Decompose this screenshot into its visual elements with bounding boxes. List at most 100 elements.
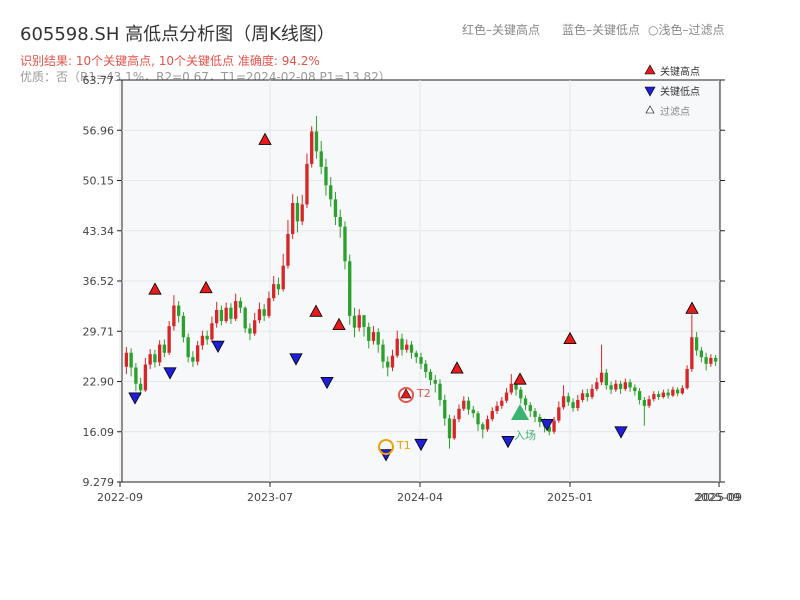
- candle-body: [210, 323, 214, 340]
- candle-body: [661, 392, 666, 398]
- candle-body: [215, 309, 219, 324]
- candle-body: [680, 388, 685, 394]
- candle-body: [286, 233, 290, 266]
- candle-body: [476, 413, 480, 425]
- key-high-marker: [513, 372, 527, 385]
- candle-body: [656, 394, 661, 398]
- y-tick-label: 29.71: [83, 325, 115, 338]
- candle-body: [523, 398, 528, 406]
- legend-blue-text: 蓝色–关键低点: [562, 23, 641, 37]
- candle-body: [191, 357, 195, 362]
- candle-body: [642, 399, 647, 406]
- candle-body: [390, 355, 395, 368]
- candle-body: [205, 335, 209, 340]
- candle-body: [685, 368, 689, 389]
- candle-body: [186, 337, 190, 358]
- candle-body: [652, 394, 656, 400]
- candle-body: [675, 389, 680, 394]
- x-tick-label: 2023-07: [247, 491, 293, 504]
- candle-body: [447, 418, 452, 439]
- candle-body: [580, 393, 585, 400]
- legend-high-label: 关键高点: [660, 65, 700, 78]
- candle-body: [490, 411, 494, 420]
- candle-body: [618, 383, 623, 389]
- candle-body: [343, 226, 347, 262]
- x-tick-label: 2024-04: [397, 491, 443, 504]
- entry-annotation: 入场: [511, 404, 536, 442]
- candle-body: [386, 361, 390, 368]
- candle-body: [143, 364, 148, 391]
- candle-body: [481, 424, 485, 430]
- candle-body: [547, 426, 551, 432]
- candle-body: [234, 301, 238, 319]
- candle-body: [276, 284, 281, 290]
- key-high-marker: [685, 301, 699, 314]
- candle-body: [148, 354, 152, 365]
- candle-body: [176, 305, 181, 316]
- candle-body: [224, 307, 228, 322]
- candle-body: [253, 320, 257, 334]
- legend-high-icon: [644, 64, 656, 75]
- candle-body: [614, 383, 618, 390]
- t2-annotation: T2: [398, 387, 431, 403]
- candle-body: [533, 411, 537, 417]
- candle-body: [167, 326, 171, 353]
- candle-body: [319, 151, 323, 167]
- key-low-marker: [501, 435, 515, 449]
- candle-body: [713, 357, 718, 362]
- candle-body: [428, 371, 433, 381]
- key-low-marker: [614, 426, 628, 439]
- candle-body: [291, 202, 295, 234]
- candle-body: [514, 383, 518, 390]
- candle-body: [300, 204, 304, 222]
- candle-body: [257, 309, 262, 321]
- candle-body: [243, 307, 247, 329]
- candle-body: [219, 309, 224, 322]
- candle-body: [699, 350, 704, 358]
- candle-body: [419, 357, 423, 364]
- legend-red-text: 红色–关键高点: [462, 23, 541, 37]
- candle-body: [138, 383, 143, 391]
- y-tick-label: 56.96: [83, 124, 115, 137]
- candle-body: [329, 185, 333, 200]
- candle-body: [576, 399, 580, 409]
- candle-body: [357, 315, 361, 328]
- candle-body: [566, 396, 570, 403]
- legend-filtered-icon: [645, 105, 655, 114]
- markers: [128, 132, 699, 462]
- candle-body: [538, 416, 542, 423]
- candle-body: [599, 372, 604, 383]
- key-high-marker: [199, 280, 213, 294]
- key-low-marker: [211, 340, 225, 354]
- candle-body: [504, 392, 509, 401]
- candle-body: [571, 402, 575, 409]
- key-low-marker: [414, 438, 428, 452]
- candle-body: [405, 344, 409, 350]
- key-high-marker: [450, 361, 464, 374]
- candle-body: [690, 337, 694, 369]
- y-tick-label: 43.34: [83, 225, 115, 238]
- candle-body: [181, 315, 186, 338]
- x-tick-label: 2025-09: [696, 491, 742, 504]
- candle-body: [324, 166, 328, 186]
- t1-annotation: T1: [378, 439, 411, 455]
- candle-body: [590, 388, 594, 398]
- candle-body: [452, 419, 456, 439]
- candle-body: [172, 305, 176, 327]
- candle-body: [462, 400, 466, 409]
- candle-body: [585, 393, 589, 398]
- key-low-marker: [540, 418, 554, 432]
- candle-body: [338, 216, 342, 227]
- candle-body: [400, 338, 404, 350]
- entry-triangle: [511, 404, 529, 420]
- legend-filtered-label: 过滤点: [660, 105, 690, 118]
- candle-body: [362, 315, 366, 327]
- candle-body: [229, 307, 233, 319]
- y-tick-label: 9.279: [83, 476, 115, 489]
- candle-body: [519, 389, 523, 399]
- candle-body: [495, 405, 499, 412]
- candle-body: [281, 265, 285, 290]
- key-low-marker: [128, 392, 142, 405]
- candle-body: [552, 420, 556, 432]
